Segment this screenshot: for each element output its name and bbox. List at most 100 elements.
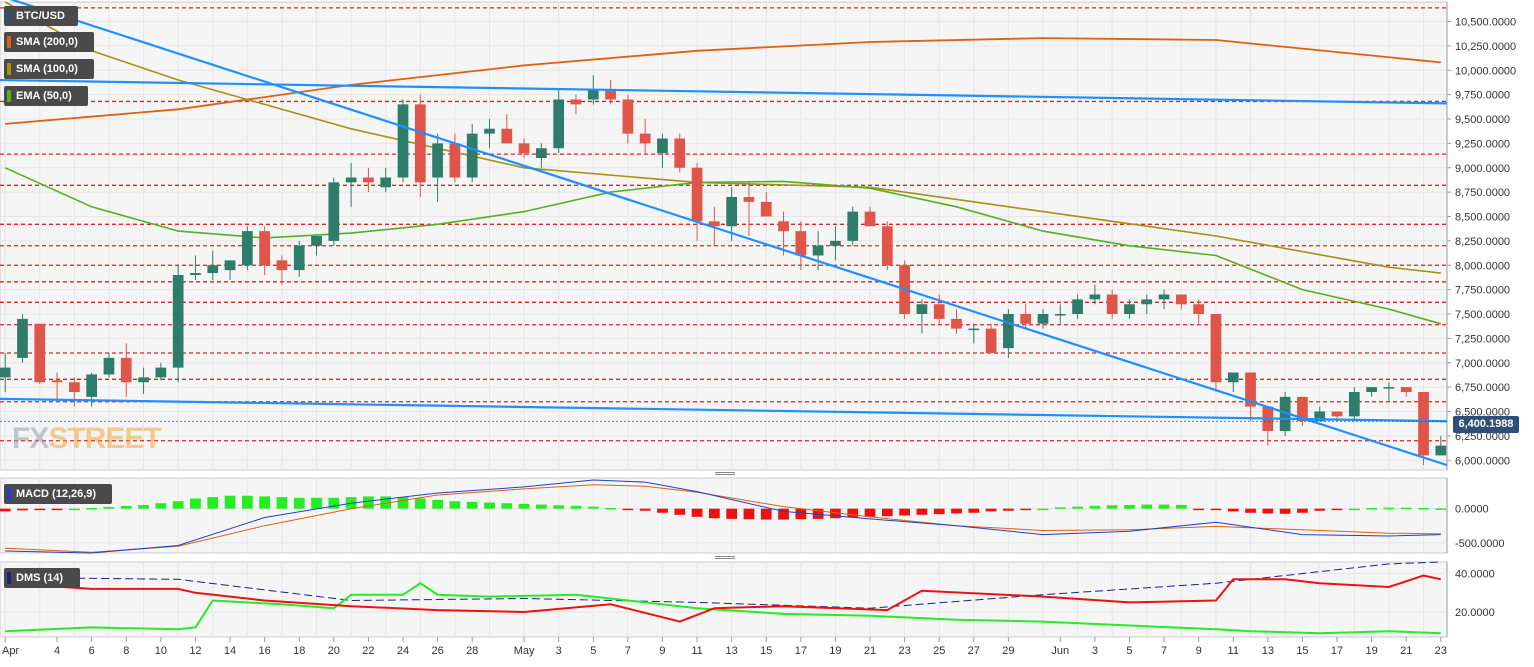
macd-histogram-bar — [34, 508, 46, 511]
macd-histogram-bar — [1072, 506, 1083, 509]
main-ytick-label: 8,500.0000 — [1455, 212, 1510, 224]
macd-histogram-bar — [120, 505, 132, 509]
candle-down — [760, 201, 772, 217]
macd-ytick-label: -500.0000 — [1455, 538, 1505, 550]
candle-up — [1037, 314, 1049, 324]
candle-up — [328, 182, 340, 241]
candle-down — [276, 260, 288, 271]
main-ytick-label: 8,750.0000 — [1455, 187, 1510, 199]
trendline-2 — [0, 397, 1448, 423]
x-tick-label: Jun — [1051, 645, 1069, 657]
x-tick-label: 18 — [293, 645, 305, 657]
macd-tag[interactable]: MACD (12,26,9) — [4, 484, 112, 504]
macd-histogram-bar — [1348, 508, 1360, 511]
x-tick-label: 27 — [968, 645, 980, 657]
macd-histogram-bar — [1383, 507, 1395, 510]
sma200-label: SMA (200,0) — [16, 36, 78, 48]
x-tick-label: 21 — [864, 645, 876, 657]
candle-up — [380, 177, 392, 188]
macd-histogram-bar — [587, 506, 599, 509]
macd-histogram-bar — [1106, 505, 1118, 509]
macd-histogram-bar — [1245, 508, 1256, 513]
macd-histogram-bar — [224, 495, 236, 509]
main-ytick-label: 9,500.0000 — [1455, 114, 1510, 126]
macd-histogram-bar — [864, 508, 876, 517]
macd-histogram-bar — [1003, 508, 1014, 511]
candle-up — [432, 143, 443, 178]
macd-histogram-bar — [605, 508, 616, 510]
candle-up — [0, 367, 11, 378]
dms-label: DMS (14) — [16, 572, 64, 584]
candle-up — [968, 328, 980, 331]
macd-histogram-bar — [1210, 508, 1222, 511]
main-ytick-label: 9,250.0000 — [1455, 138, 1510, 150]
macd-histogram-bar — [795, 508, 807, 520]
macd-histogram-bar — [1400, 507, 1412, 510]
candle-down — [639, 133, 651, 144]
macd-histogram-bar — [138, 504, 149, 509]
x-tick-label: 26 — [431, 645, 443, 657]
trendline-0 — [9, 0, 1448, 467]
x-tick-label: 20 — [328, 645, 340, 657]
candle-down — [1418, 392, 1429, 456]
candle-down — [69, 382, 80, 392]
sma200-tag[interactable]: SMA (200,0) — [4, 32, 94, 52]
x-tick-label: 24 — [397, 645, 409, 657]
symbol-tag[interactable]: BTC/USD — [4, 6, 78, 26]
macd-histogram-bar — [657, 508, 668, 513]
macd-histogram-bar — [1366, 508, 1377, 510]
candle-down — [622, 99, 634, 134]
main-ytick-label: 10,250.0000 — [1455, 41, 1516, 53]
candle-up — [847, 211, 859, 241]
main-ytick-label: 6,000.0000 — [1455, 455, 1510, 467]
minus-di-line — [5, 574, 1442, 623]
macd-histogram-bar — [881, 508, 893, 517]
macd-histogram-bar — [276, 497, 288, 509]
x-tick-label: 7 — [1161, 645, 1167, 657]
macd-histogram-bar — [622, 508, 634, 511]
macd-histogram-bar — [985, 508, 997, 512]
dms-tag[interactable]: DMS (14) — [4, 568, 80, 588]
candle-up — [138, 377, 149, 383]
macd-histogram-bar — [778, 508, 789, 520]
candle-down — [674, 138, 686, 168]
macd-histogram-bar — [674, 508, 686, 515]
candle-up — [657, 138, 668, 154]
macd-histogram-bar — [484, 502, 495, 509]
macd-histogram-bar — [933, 508, 945, 515]
x-tick-label: 19 — [829, 645, 841, 657]
macd-histogram-bar — [812, 508, 824, 519]
candle-down — [518, 143, 530, 154]
macd-histogram-bar — [501, 503, 513, 509]
candle-up — [1279, 396, 1291, 431]
x-tick-label: 11 — [1228, 645, 1239, 657]
ema50-tag[interactable]: EMA (50,0) — [4, 86, 88, 106]
macd-histogram-bar — [1089, 505, 1101, 509]
candle-up — [830, 240, 841, 246]
macd-histogram-bar — [69, 508, 80, 511]
candle-down — [1106, 294, 1118, 314]
candle-up — [726, 197, 738, 227]
main-ytick-label: 10,500.0000 — [1455, 17, 1516, 29]
candle-down — [51, 380, 63, 383]
macd-histogram-bar — [1020, 508, 1032, 511]
x-tick-label: 17 — [1331, 645, 1343, 657]
candle-down — [1245, 372, 1256, 407]
macd-histogram-bar — [1227, 508, 1239, 512]
candle-down — [605, 89, 616, 100]
candle-up — [103, 357, 115, 375]
candle-up — [1089, 294, 1101, 300]
candle-up — [1227, 372, 1239, 383]
x-tick-label: 8 — [123, 645, 129, 657]
x-tick-label: 17 — [795, 645, 807, 657]
candle-up — [190, 273, 201, 275]
macd-histogram-bar — [432, 499, 443, 509]
macd-histogram-bar — [1037, 508, 1049, 511]
candle-up — [812, 245, 824, 256]
candle-up — [1158, 294, 1170, 300]
macd-histogram-bar — [1314, 508, 1326, 511]
sma100-tag[interactable]: SMA (100,0) — [4, 59, 94, 79]
x-tick-label: 4 — [54, 645, 60, 657]
macd-histogram-bar — [380, 496, 392, 509]
